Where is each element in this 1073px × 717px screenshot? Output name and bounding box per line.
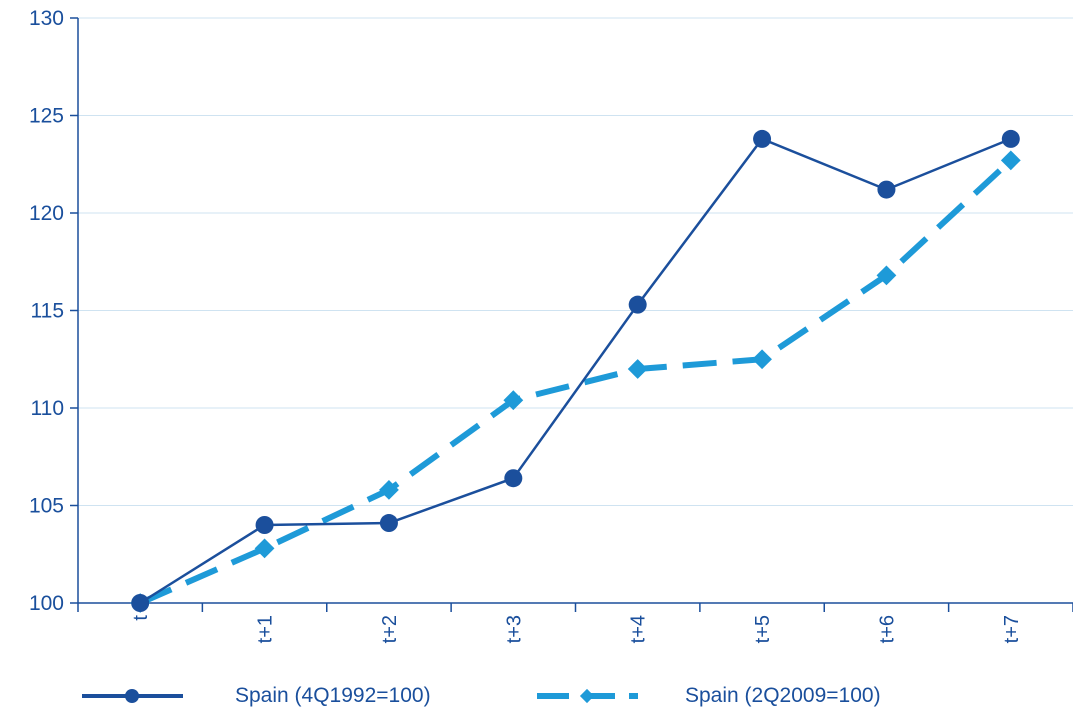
x-tick-label: t+1 xyxy=(255,615,277,643)
y-tick-label: 100 xyxy=(29,592,64,615)
series-2-point xyxy=(876,265,897,286)
legend-swatch-series-2 xyxy=(537,688,638,704)
x-tick-label: t+6 xyxy=(876,615,898,643)
y-tick-label: 115 xyxy=(31,300,64,323)
series-1-point xyxy=(1001,129,1020,148)
series-2-point xyxy=(503,390,524,411)
y-axis-ticks: 100 105 110 115 120 125 130 xyxy=(29,7,78,615)
series-1-point xyxy=(255,516,274,534)
legend-label-series-1: Spain (4Q1992=100) xyxy=(235,684,431,707)
series-2-point xyxy=(627,359,648,379)
x-axis-ticks: t t+1 t+2 t+3 t+4 t+5 t+6 t+7 xyxy=(77,603,1073,643)
x-tick-label: t+5 xyxy=(752,615,774,643)
series-1-point xyxy=(131,594,150,612)
series-2-point xyxy=(379,480,399,500)
y-tick-label: 110 xyxy=(31,397,64,420)
x-tick-label: t+3 xyxy=(503,615,525,643)
series-1-point xyxy=(379,514,398,533)
y-tick-label: 120 xyxy=(29,202,64,225)
x-tick-label: t xyxy=(130,615,152,621)
series-layer xyxy=(130,129,1021,613)
series-1-point xyxy=(877,180,896,199)
legend-item-series-1: Spain (4Q1992=100) xyxy=(80,676,431,716)
y-tick-label: 130 xyxy=(29,7,64,30)
x-tick-label: t+7 xyxy=(1001,615,1023,643)
series-1-point xyxy=(753,129,772,148)
legend-item-series-2: Spain (2Q2009=100) xyxy=(535,676,881,716)
legend-label-series-2: Spain (2Q2009=100) xyxy=(685,684,881,707)
line-chart: 100 105 110 115 120 125 130 t t+1 t+2 t+3 t+4 t+5 t+… xyxy=(29,7,1073,643)
series-2-point xyxy=(752,349,772,370)
series-1-point xyxy=(628,295,647,314)
x-tick-label: t+2 xyxy=(379,615,401,643)
series-2-point xyxy=(254,538,275,559)
x-tick-label: t+4 xyxy=(628,615,650,643)
y-tick-label: 125 xyxy=(29,105,64,128)
y-tick-label: 105 xyxy=(29,495,64,518)
series-1-point xyxy=(504,469,523,488)
gridlines xyxy=(78,17,1073,506)
series-2-point xyxy=(1000,150,1021,171)
series-line-1 xyxy=(139,137,1012,605)
legend-swatch-series-1 xyxy=(82,689,183,703)
series-line-2 xyxy=(138,158,1013,606)
legend: Spain (4Q1992=100) Spain (2Q2009=100) xyxy=(0,676,1073,716)
